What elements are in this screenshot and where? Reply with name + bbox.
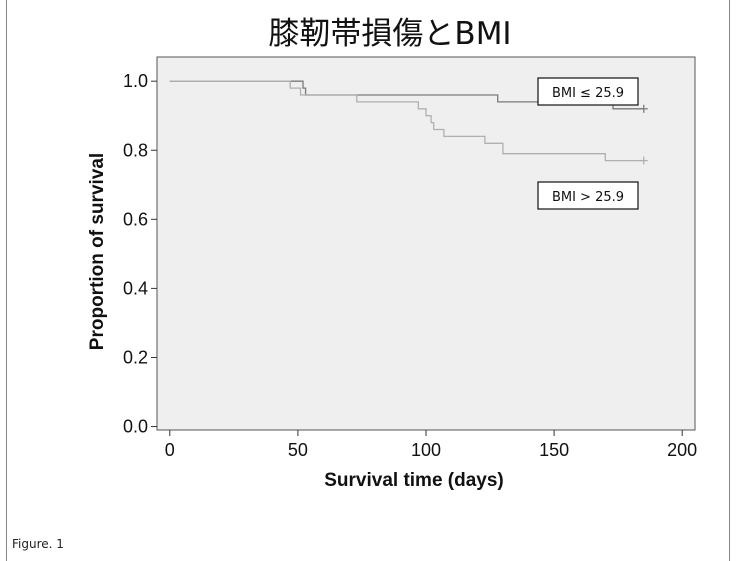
x-tick-label: 150 xyxy=(539,440,569,460)
x-axis-label: Survival time (days) xyxy=(324,470,504,491)
y-tick-label: 0.0 xyxy=(123,417,148,437)
x-tick-label: 0 xyxy=(165,440,175,460)
plot-area xyxy=(156,56,696,431)
x-tick-label: 200 xyxy=(667,440,697,460)
figure-caption: Figure. 1 xyxy=(12,537,64,551)
y-axis-label: Proportion of survival xyxy=(87,153,108,350)
x-tick-label: 100 xyxy=(411,440,441,460)
chart-title: 膝靭帯損傷とBMI xyxy=(268,16,511,52)
series-label-1: BMI ≤ 25.9 xyxy=(552,86,624,101)
series-label-box-2 xyxy=(537,181,639,210)
y-tick-label: 0.6 xyxy=(123,209,148,229)
y-tick-label: 0.8 xyxy=(123,140,148,160)
x-tick-label: 50 xyxy=(288,440,308,460)
y-tick-label: 0.2 xyxy=(123,347,148,367)
y-tick-label: 0.4 xyxy=(123,278,148,298)
figure-frame xyxy=(6,0,730,561)
series-line-2 xyxy=(169,80,644,162)
series-label-2: BMI > 25.9 xyxy=(552,190,624,205)
y-tick-label: 1.0 xyxy=(123,71,148,91)
series-label-box-1 xyxy=(537,77,639,106)
